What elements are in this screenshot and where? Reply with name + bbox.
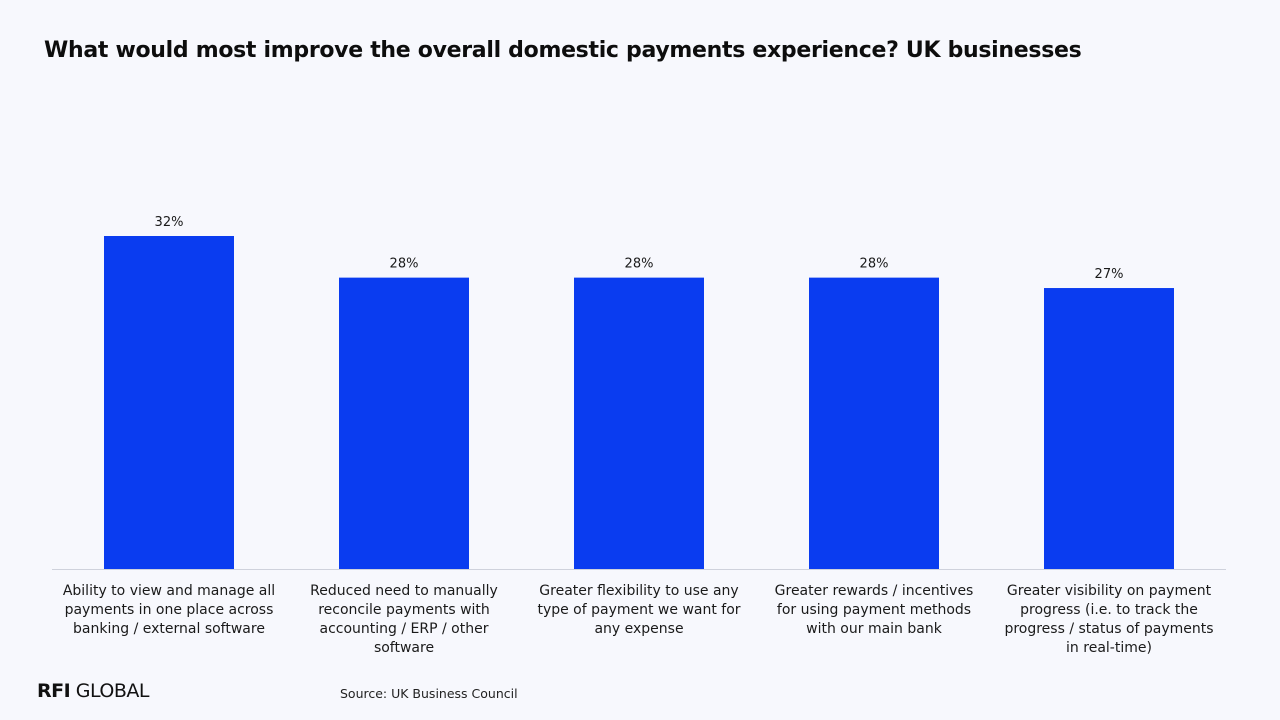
category-label-line: in real-time) <box>1066 640 1152 656</box>
category-label-line: Greater flexibility to use any <box>539 583 738 599</box>
category-label-4: Greater rewards / incentives for using pa… <box>775 583 974 637</box>
category-label-line: Ability to view and manage all <box>63 583 275 599</box>
bar-value-label-5: 27% <box>1095 267 1124 282</box>
bar-3 <box>574 277 704 569</box>
bar-value-label-4: 28% <box>860 257 889 272</box>
category-label-line: progress (i.e. to track the <box>1020 602 1198 618</box>
category-label-line: accounting / ERP / other <box>320 621 489 637</box>
category-label-line: any expense <box>594 621 683 637</box>
bar-5 <box>1044 288 1174 569</box>
bar-2 <box>339 277 469 569</box>
category-label-line: software <box>374 640 434 656</box>
category-label-line: Reduced need to manually <box>310 583 498 599</box>
source-note: Source: UK Business Council <box>340 686 518 701</box>
bar-value-label-3: 28% <box>625 257 654 272</box>
category-label-line: payments in one place across <box>65 602 274 618</box>
category-label-2: Reduced need to manually reconcile paymen… <box>310 583 498 656</box>
logo-light-text: GLOBAL <box>75 680 150 702</box>
category-label-line: for using payment methods <box>777 602 971 618</box>
bar-1 <box>104 236 234 569</box>
bar-4 <box>809 277 939 569</box>
category-label-line: type of payment we want for <box>537 602 740 618</box>
bar-value-label-1: 32% <box>155 215 184 230</box>
category-label-1: Ability to view and manage all payments i… <box>63 583 275 637</box>
category-label-line: reconcile payments with <box>318 602 490 618</box>
chart-title: What would most improve the overall dome… <box>44 38 1082 63</box>
category-label-3: Greater flexibility to use any type of pa… <box>537 583 740 637</box>
category-label-5: Greater visibility on payment progress (i… <box>1004 583 1213 656</box>
category-label-line: with our main bank <box>806 621 943 637</box>
category-label-line: Greater rewards / incentives <box>775 583 974 599</box>
logo-bold-text: RFI <box>37 680 71 702</box>
bar-value-label-2: 28% <box>390 257 419 272</box>
category-label-line: progress / status of payments <box>1004 621 1213 637</box>
category-label-line: banking / external software <box>73 621 265 637</box>
category-label-line: Greater visibility on payment <box>1007 583 1212 599</box>
rfi-global-logo: RFI GLOBAL <box>37 680 149 702</box>
